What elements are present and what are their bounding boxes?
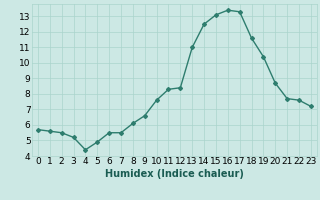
X-axis label: Humidex (Indice chaleur): Humidex (Indice chaleur) — [105, 169, 244, 179]
